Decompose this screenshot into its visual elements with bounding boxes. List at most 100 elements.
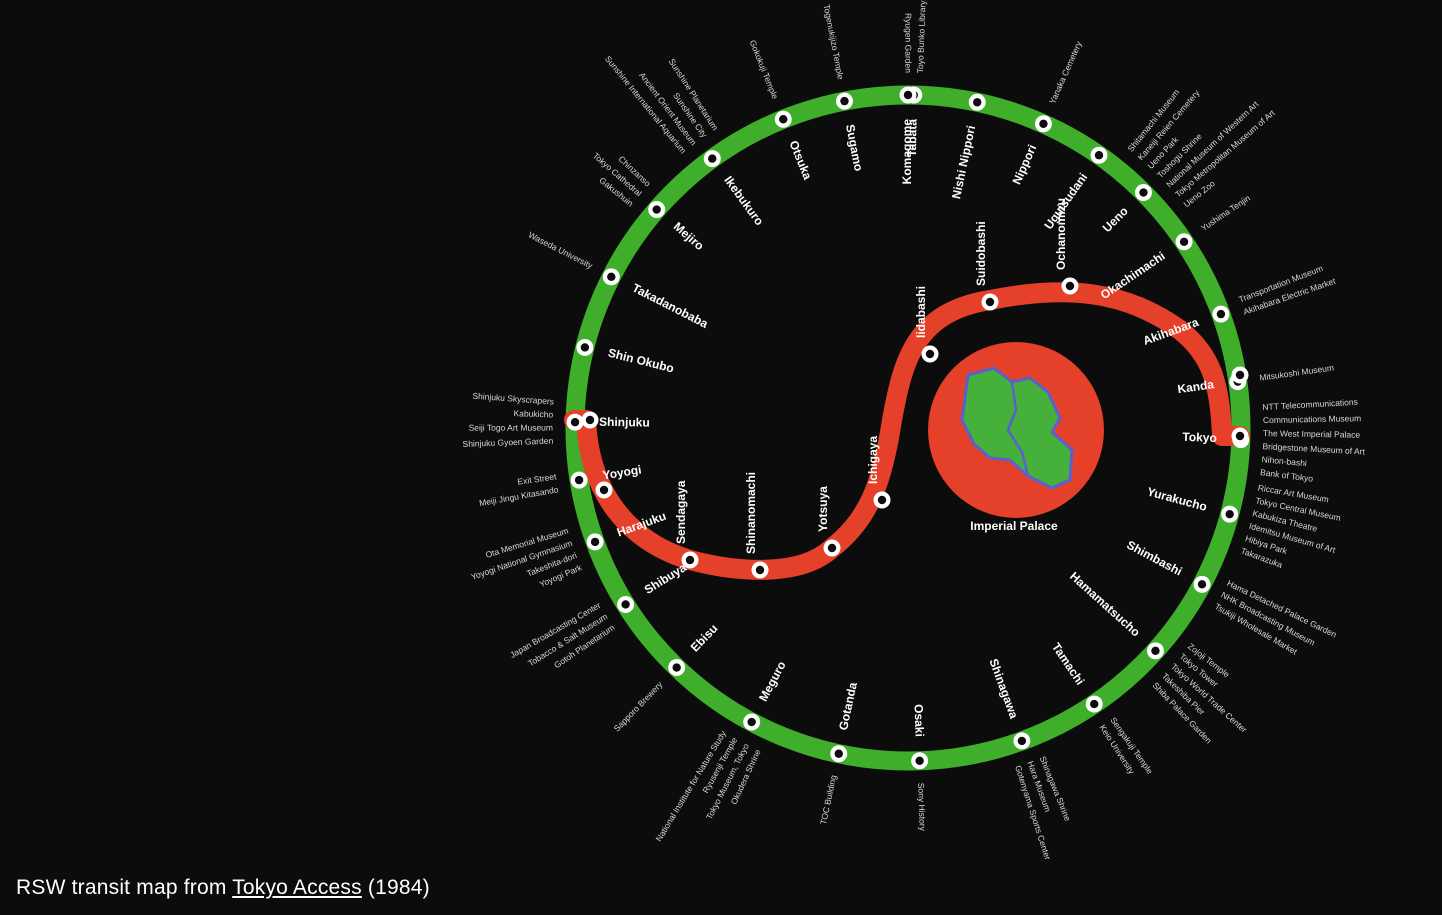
station-marker-hole: [1039, 119, 1048, 128]
station-uguisudani[interactable]: Uguisudani: [1041, 146, 1108, 232]
tokyo-access-link[interactable]: Tokyo Access: [232, 876, 362, 899]
station-label-komagome: Komagome: [900, 119, 914, 185]
station-shinanomachi[interactable]: Shinanomachi: [744, 472, 769, 579]
station-okachimachi[interactable]: Okachimachi: [1098, 233, 1193, 302]
station-marker-hole: [915, 756, 924, 765]
station-marker-hole: [652, 205, 661, 214]
station-label-takadanobaba: Takadanobaba: [630, 281, 711, 331]
poi-label: The West Imperial Palace: [1263, 428, 1361, 440]
station-marker-hole: [1216, 309, 1226, 319]
station-marker-hole: [840, 96, 849, 106]
station-suidobashi[interactable]: Suidobashi: [974, 221, 999, 311]
station-marker-hole: [973, 98, 982, 107]
station-label-yurakucho: Yurakucho: [1146, 485, 1209, 514]
station-iidabashi[interactable]: Iidabashi: [914, 286, 939, 363]
poi-label: Shinjuku Gyoen Garden: [462, 436, 553, 449]
station-marker-hole: [685, 555, 695, 565]
poi-label: Bank of Tokyo: [1260, 467, 1314, 484]
station-osaki[interactable]: Osaki: [911, 704, 929, 770]
poi-group-kanda: Mitsukoshi Museum: [1259, 362, 1335, 382]
station-takadanobaba[interactable]: Takadanobaba: [602, 268, 711, 331]
station-label-yoyogi: Yoyogi: [602, 462, 643, 482]
station-sendagaya[interactable]: Sendagaya: [674, 480, 699, 569]
station-shimbashi[interactable]: Shimbashi: [1124, 538, 1211, 593]
poi-label: Kabukicho: [513, 408, 553, 419]
station-marker-hole: [1197, 580, 1207, 589]
poi-group-sugamo: Togenukijizo Temple: [822, 3, 846, 80]
station-label-hamamatsucho: Hamamatsucho: [1067, 569, 1143, 639]
station-ichigaya[interactable]: Ichigaya: [866, 436, 891, 509]
station-label-sendagaya: Sendagaya: [674, 480, 688, 544]
poi-group-ebisu: Sapporo Brewery: [612, 679, 665, 734]
station-label-shimbashi: Shimbashi: [1124, 538, 1184, 579]
station-ikebukuro[interactable]: Ikebukuro: [703, 150, 767, 228]
station-marker-hole: [903, 90, 913, 100]
imperial-palace-land: [960, 366, 1074, 490]
station-marker-hole: [607, 272, 616, 282]
station-marker-hole: [925, 349, 935, 359]
station-mejiro[interactable]: Mejiro: [648, 201, 707, 253]
station-marker-hole: [708, 154, 717, 163]
station-label-osaki: Osaki: [911, 704, 926, 737]
station-shibuya[interactable]: Shibuya: [617, 560, 689, 613]
poi-label: TOC Building: [818, 774, 838, 826]
station-yotsuya[interactable]: Yotsuya: [816, 486, 841, 557]
station-ochanomizu[interactable]: Ochanomizu: [1054, 198, 1079, 295]
station-marker-hole: [1139, 188, 1148, 197]
station-yoyogi[interactable]: Yoyogi: [570, 462, 643, 499]
poi-group-gotanda: TOC Building: [818, 774, 838, 826]
caption-prefix: RSW transit map from: [16, 876, 227, 899]
poi-label: Nihon-bashi: [1261, 454, 1307, 468]
station-label-yotsuya: Yotsuya: [816, 486, 830, 532]
station-marker-hole: [877, 495, 887, 505]
station-marker-hole: [672, 663, 681, 672]
station-komagome[interactable]: Komagome: [899, 86, 917, 185]
poi-label: Communications Museum: [1263, 413, 1361, 425]
poi-label: Waseda University: [527, 230, 595, 271]
station-marker-hole: [590, 537, 600, 547]
station-tokyo[interactable]: Tokyo: [1182, 427, 1250, 449]
station-marker-hole: [1090, 699, 1099, 709]
station-label-iidabashi: Iidabashi: [914, 286, 928, 338]
poi-label: Mitsukoshi Museum: [1259, 362, 1335, 382]
station-label-shin-okubo: Shin Okubo: [607, 346, 676, 376]
map-caption: RSW transit map from Tokyo Access (1984): [16, 876, 430, 900]
station-marker-hole: [985, 297, 995, 307]
station-kanda[interactable]: Kanda: [1177, 366, 1249, 397]
station-marker-hole: [755, 565, 765, 575]
station-ueno[interactable]: Ueno: [1100, 184, 1152, 235]
poi-group-otsuka: Gokokuji Temple: [748, 39, 781, 101]
station-label-tabata: Tabata: [905, 119, 920, 157]
station-tamachi[interactable]: Tamachi: [1049, 640, 1103, 713]
station-marker-hole: [570, 417, 580, 427]
poi-group-tabata: Ryugen Garden Toyo Bunko Library: [903, 0, 927, 73]
station-label-suidobashi: Suidobashi: [974, 221, 988, 286]
station-marker-hole: [1235, 370, 1245, 380]
station-shinjuku[interactable]: Shinjuku: [566, 411, 650, 431]
station-marker-hole: [585, 415, 595, 425]
poi-label: Bridgestone Museum of Art: [1262, 441, 1366, 456]
station-label-shibuya: Shibuya: [642, 560, 689, 597]
poi-label: Toyo Bunko Library: [915, 0, 928, 73]
poi-label: National Institute for Nature Study: [653, 728, 728, 843]
station-label-nishi-nippori: Nishi Nippori: [949, 124, 978, 200]
station-label-ebisu: Ebisu: [688, 621, 721, 654]
poi-group-nippori: Yanaka Cemetery: [1047, 39, 1084, 105]
station-marker-hole: [599, 485, 609, 495]
station-hamamatsucho[interactable]: Hamamatsucho: [1067, 569, 1164, 660]
station-marker-hole: [574, 475, 584, 485]
station-ebisu[interactable]: Ebisu: [668, 621, 721, 677]
station-marker-hole: [1065, 281, 1075, 291]
caption-suffix: (1984): [367, 876, 430, 899]
station-marker-hole: [834, 749, 843, 758]
station-label-otsuka: Otsuka: [787, 139, 815, 182]
